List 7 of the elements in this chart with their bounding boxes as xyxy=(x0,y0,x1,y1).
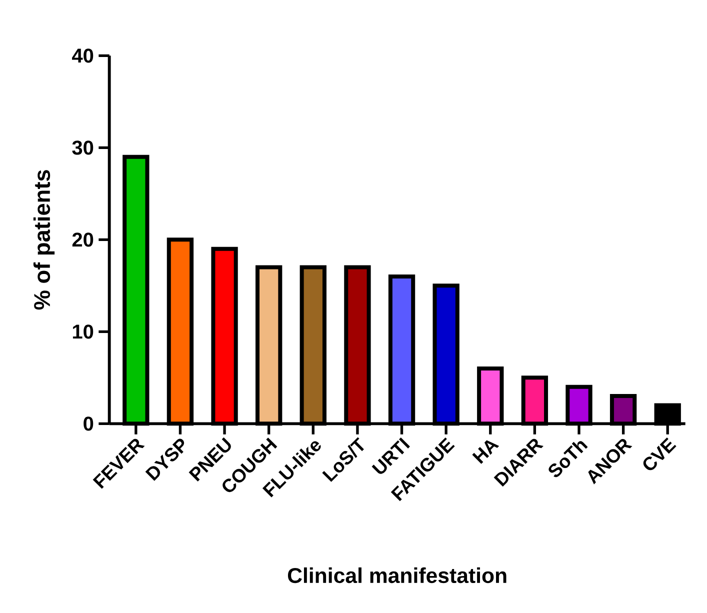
x-axis-title: Clinical manifestation xyxy=(288,567,506,584)
y-tick-label: 30 xyxy=(72,140,94,155)
y-tick-label: 10 xyxy=(72,324,94,339)
y-axis-title: % of patients xyxy=(33,170,55,310)
y-tick-label: 0 xyxy=(84,416,94,431)
y-tick-label: 40 xyxy=(72,48,94,63)
y-tick-label: 20 xyxy=(72,232,94,247)
